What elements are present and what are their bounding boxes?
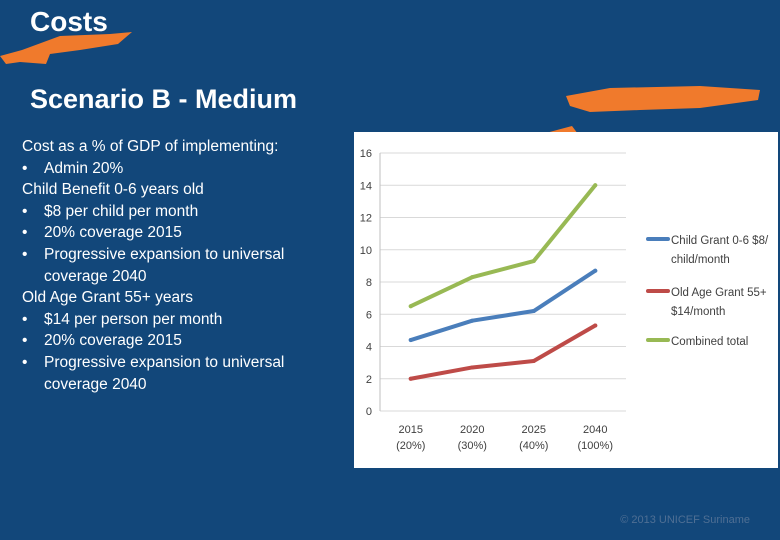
old-age-bullet: Progressive expansion to universal (44, 353, 285, 371)
brush-stroke-top (0, 32, 760, 140)
legend-label: Old Age Grant 55+ (671, 287, 767, 299)
data-point (531, 359, 536, 364)
y-tick-label: 16 (360, 148, 372, 160)
list-item: • Admin 20% (22, 158, 352, 180)
bullet-icon: • (22, 353, 28, 371)
list-item: • $8 per child per month (22, 201, 352, 223)
bullet-icon: • (22, 224, 28, 242)
data-point (593, 323, 598, 328)
slide-title: Costs (30, 6, 108, 37)
data-point (470, 318, 475, 323)
x-tick-sublabel: (20%) (396, 440, 425, 452)
y-tick-label: 8 (366, 277, 372, 289)
x-tick-sublabel: (30%) (458, 440, 487, 452)
series-line-2 (408, 183, 598, 309)
y-tick-label: 0 (366, 406, 372, 418)
y-tick-label: 14 (360, 180, 372, 192)
list-item: • 20% coverage 2015 (22, 222, 352, 244)
series-line-0 (408, 268, 598, 343)
old-age-bullet: $14 per person per month (44, 310, 223, 328)
data-point (531, 259, 536, 264)
chart-panel: 0 2 4 6 8 10 12 14 16 2015 (20%) 2020 (30%) 2025 (40%)… (354, 132, 778, 468)
x-tick-label: 2040 (583, 424, 607, 436)
footer-text: © 2013 UNICEF Suriname (620, 514, 750, 526)
line-chart: 0 2 4 6 8 10 12 14 16 2015 (20%) 2020 (30%) 2025 (40%)… (360, 148, 769, 452)
bullet-icon: • (22, 245, 28, 263)
y-tick-label: 2 (366, 374, 372, 386)
bullet-icon: • (22, 202, 28, 220)
list-item: • Progressive expansion to universal (22, 244, 352, 266)
data-point (408, 376, 413, 381)
legend-label: child/month (671, 254, 730, 266)
legend-label: Combined total (671, 336, 748, 348)
series-line-1 (408, 323, 598, 381)
x-tick-sublabel: (100%) (578, 440, 613, 452)
old-age-bullet-continuation: coverage 2040 (44, 375, 147, 393)
child-benefit-heading: Child Benefit 0-6 years old (22, 181, 204, 199)
data-point (593, 183, 598, 188)
data-point (470, 275, 475, 280)
data-point (593, 268, 598, 273)
list-item: • Progressive expansion to universal (22, 352, 352, 374)
x-tick-label: 2020 (460, 424, 484, 436)
list-item: • $14 per person per month (22, 309, 352, 331)
y-tick-label: 4 (366, 342, 372, 354)
body-text: Cost as a % of GDP of implementing: • Ad… (22, 136, 352, 395)
slide-subtitle: Scenario B - Medium (30, 84, 298, 114)
x-tick-label: 2025 (522, 424, 546, 436)
admin-bullet: Admin 20% (44, 159, 124, 177)
child-bullet: $8 per child per month (44, 202, 199, 220)
child-bullet: 20% coverage 2015 (44, 224, 182, 242)
intro-text: Cost as a % of GDP of implementing: (22, 138, 279, 155)
y-tick-label: 6 (366, 309, 372, 321)
child-bullet-continuation: coverage 2040 (44, 267, 147, 285)
bullet-icon: • (22, 310, 28, 328)
y-tick-label: 12 (360, 213, 372, 225)
list-item: • 20% coverage 2015 (22, 330, 352, 352)
x-tick-sublabel: (40%) (519, 440, 548, 452)
y-tick-label: 10 (360, 245, 372, 257)
old-age-heading: Old Age Grant 55+ years (22, 289, 194, 307)
data-point (470, 365, 475, 370)
bullet-icon: • (22, 332, 28, 350)
legend-label: Child Grant 0-6 $8/ (671, 235, 769, 247)
data-point (408, 338, 413, 343)
legend-label: $14/month (671, 306, 725, 318)
data-point (531, 309, 536, 314)
child-bullet: Progressive expansion to universal (44, 245, 285, 263)
old-age-bullet: 20% coverage 2015 (44, 332, 182, 350)
x-tick-label: 2015 (399, 424, 423, 436)
data-point (408, 304, 413, 309)
bullet-icon: • (22, 159, 28, 177)
